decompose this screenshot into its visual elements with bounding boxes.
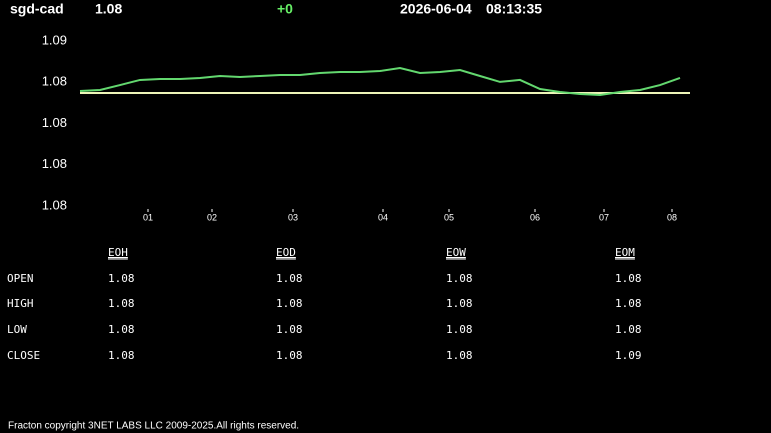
x-tick-label: 04 (378, 212, 388, 222)
cell: 1.08 (276, 297, 303, 310)
cell: 1.08 (276, 272, 303, 285)
column-header: EOH (108, 246, 128, 259)
price: 1.08 (95, 1, 122, 17)
cell: 1.09 (615, 349, 642, 362)
x-tick-label: 05 (444, 212, 454, 222)
change: +0 (277, 1, 293, 17)
x-tick-label: 08 (667, 212, 677, 222)
cell: 1.08 (108, 323, 135, 336)
cell: 1.08 (446, 272, 473, 285)
cell: 1.08 (446, 323, 473, 336)
column-header: EOD (276, 246, 296, 259)
row-label: HIGH (7, 297, 34, 310)
cell: 1.08 (108, 297, 135, 310)
y-tick-label: 1.08 (42, 115, 67, 130)
cell: 1.08 (276, 349, 303, 362)
column-header: EOW (446, 246, 466, 259)
column-header: EOM (615, 246, 635, 259)
y-tick-label: 1.09 (42, 32, 67, 47)
footer: Fracton copyright 3NET LABS LLC 2009-202… (8, 421, 299, 432)
cell: 1.08 (276, 323, 303, 336)
x-tick-label: 07 (599, 212, 609, 222)
x-tick-label: 02 (207, 212, 217, 222)
time: 08:13:35 (486, 1, 542, 17)
x-tick-label: 06 (530, 212, 540, 222)
y-tick-label: 1.08 (42, 197, 67, 212)
x-tick-label: 03 (288, 212, 298, 222)
cell: 1.08 (615, 297, 642, 310)
cell: 1.08 (108, 272, 135, 285)
price-line (79, 67, 681, 96)
y-tick-label: 1.08 (42, 74, 67, 89)
cell: 1.08 (446, 297, 473, 310)
date: 2026-06-04 (400, 1, 472, 17)
row-label: OPEN (7, 272, 34, 285)
symbol: sgd-cad (10, 1, 64, 17)
cell: 1.08 (615, 272, 642, 285)
cell: 1.08 (446, 349, 473, 362)
row-label: CLOSE (7, 349, 40, 362)
cell: 1.08 (615, 323, 642, 336)
x-tick-label: 01 (143, 212, 153, 222)
cell: 1.08 (108, 349, 135, 362)
row-label: LOW (7, 323, 27, 336)
y-tick-label: 1.08 (42, 156, 67, 171)
